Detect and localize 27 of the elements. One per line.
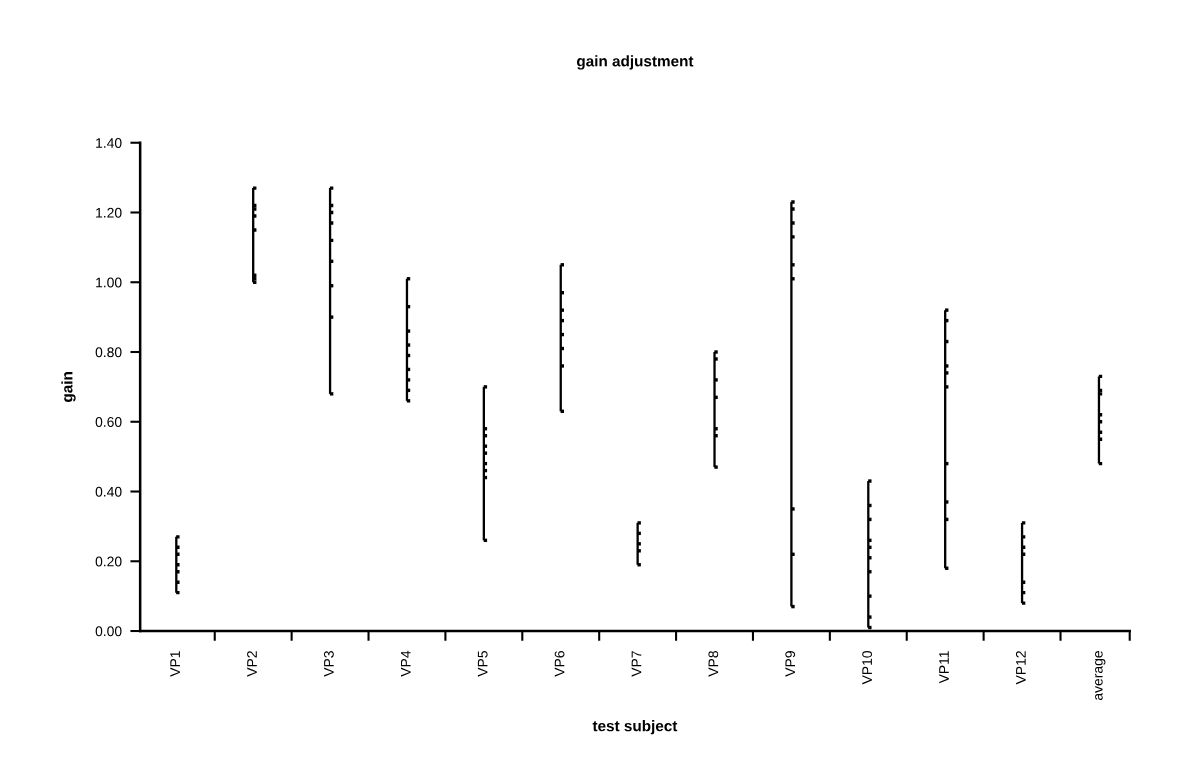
y-tick-label: 0.60 (95, 417, 122, 427)
y-tick-label: 0.20 (95, 556, 122, 567)
x-tick-label: VP3 (323, 651, 334, 677)
x-tick-label: VP7 (631, 651, 642, 677)
bar (636, 522, 639, 565)
y-tick-label: 1.20 (96, 207, 122, 218)
x-axis-title: test subject (592, 720, 678, 735)
x-tick-label: VP11 (939, 651, 949, 684)
chart-title: gain adjustment (577, 55, 694, 70)
x-tick-label: VP6 (554, 651, 565, 677)
x-tick-label: VP5 (477, 651, 488, 677)
y-tick-label: 1.00 (96, 277, 122, 288)
x-tick-label: VP4 (401, 650, 411, 677)
y-tick-label: 1.40 (96, 138, 122, 148)
x-tick-label: VP8 (708, 651, 719, 677)
x-tick-label: average (1095, 651, 1106, 701)
x-tick-label: VP12 (1015, 651, 1026, 685)
x-tick-label: VP10 (862, 651, 873, 685)
y-tick-label: 0.00 (95, 626, 122, 637)
y-axis-title: gain (61, 372, 76, 402)
x-tick-label: VP1 (170, 651, 180, 677)
y-tick-label: 0.80 (95, 347, 122, 358)
x-tick-label: VP2 (247, 651, 257, 677)
x-tick-label: VP9 (785, 651, 796, 677)
bar (713, 352, 716, 468)
bar (790, 202, 793, 607)
y-tick-label: 0.40 (95, 486, 122, 497)
